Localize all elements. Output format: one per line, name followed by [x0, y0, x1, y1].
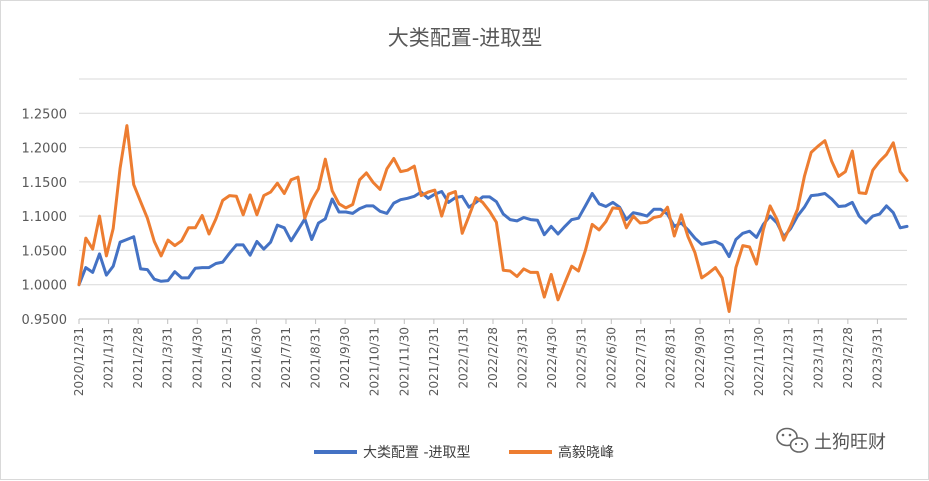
series-line-1 — [77, 190, 909, 287]
x-tick-label: 2022/3/31 — [516, 327, 530, 389]
x-tick-label: 2021/10/31 — [368, 327, 382, 396]
legend-label-series-1: 大类配置 -进取型 — [363, 445, 471, 461]
x-tick-label: 2022/7/31 — [634, 327, 648, 389]
watermark-text: 土狗旺财 — [814, 432, 886, 453]
legend: 大类配置 -进取型 高毅晓峰 — [314, 444, 614, 461]
x-tick-label: 2021/3/31 — [161, 327, 175, 389]
y-tick-label: 0.9500 — [22, 313, 68, 328]
x-tick-label: 2022/1/31 — [456, 327, 470, 389]
x-tick-label: 2021/1/31 — [102, 327, 116, 389]
x-tick-label: 2022/2/28 — [486, 327, 500, 389]
y-tick-label: 1.1500 — [22, 176, 68, 191]
y-axis-ticks: 0.9500 1.0000 1.0500 1.1000 1.1500 1.2000 1.25… — [22, 107, 68, 328]
x-tick-label: 2022/11/30 — [752, 327, 766, 396]
series-lines — [77, 124, 909, 313]
x-tick-label: 2023/1/31 — [811, 327, 825, 389]
y-tick-label: 1.2000 — [22, 142, 68, 157]
x-tick-label: 2023/3/31 — [870, 327, 884, 389]
x-tick-label: 2022/12/31 — [782, 327, 796, 396]
y-tick-label: 1.0500 — [22, 244, 68, 259]
x-tick-label: 2021/5/31 — [220, 327, 234, 389]
y-tick-label: 1.1000 — [22, 210, 68, 225]
y-tick-label: 1.0000 — [22, 279, 68, 294]
watermark: 土狗旺财 — [776, 427, 886, 453]
x-tick-label: 2021/4/30 — [190, 327, 204, 389]
x-tick-label: 2022/6/30 — [604, 327, 618, 389]
x-tick-label: 2021/8/31 — [309, 327, 323, 389]
x-tick-label: 2021/12/31 — [427, 327, 441, 396]
x-tick-label: 2021/9/30 — [338, 327, 352, 389]
legend-label-series-2: 高毅晓峰 — [558, 444, 614, 461]
x-tick-label: 2022/8/31 — [663, 327, 677, 389]
wechat-icon — [776, 427, 809, 453]
x-tick-label: 2021/6/30 — [249, 327, 263, 389]
x-tick-label: 2023/2/28 — [841, 327, 855, 389]
x-tick-label: 2021/7/31 — [279, 327, 293, 389]
y-tick-label: 1.2500 — [22, 107, 68, 122]
x-tick-label: 2020/12/31 — [72, 327, 86, 396]
chart-title: 大类配置-进取型 — [388, 26, 543, 50]
x-axis-ticks: 2020/12/31 2021/1/31 2021/2/28 2021/3/31 202… — [72, 319, 884, 396]
x-tick-label: 2022/9/30 — [693, 327, 707, 389]
x-tick-label: 2022/10/31 — [723, 327, 737, 396]
series-line-2 — [77, 124, 909, 313]
x-tick-label: 2022/5/31 — [575, 327, 589, 389]
x-tick-label: 2022/4/30 — [545, 327, 559, 389]
x-tick-label: 2021/2/28 — [131, 327, 145, 389]
x-tick-label: 2021/11/30 — [397, 327, 411, 396]
